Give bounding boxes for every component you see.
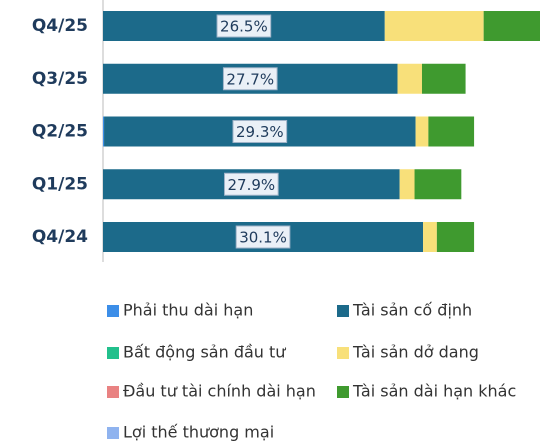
legend-label: Tài sản cố định bbox=[352, 301, 472, 320]
data-label-box bbox=[223, 172, 279, 196]
category-label: Q1/25 bbox=[32, 174, 88, 194]
legend-swatch bbox=[107, 386, 119, 398]
bar-segment bbox=[421, 63, 466, 94]
legend-swatch bbox=[337, 386, 349, 398]
legend-swatch bbox=[107, 305, 119, 317]
bar-segment bbox=[436, 222, 475, 252]
legend-label: Bất động sản đầu tư bbox=[123, 343, 286, 362]
legend-label: Phải thu dài hạn bbox=[123, 301, 253, 320]
bar-segment bbox=[103, 116, 105, 147]
data-label-box bbox=[216, 14, 272, 38]
data-label-box bbox=[232, 120, 288, 143]
legend-swatch bbox=[337, 347, 349, 359]
data-label: 26.5% bbox=[220, 18, 268, 36]
data-label: 29.3% bbox=[236, 123, 284, 141]
legend-label: Tài sản dở dang bbox=[352, 343, 479, 362]
legend-label: Tài sản dài hạn khác bbox=[352, 382, 516, 401]
legend-swatch bbox=[107, 427, 119, 439]
category-label: Q4/24 bbox=[32, 227, 88, 247]
bar-segment bbox=[397, 63, 422, 94]
category-label: Q3/25 bbox=[32, 69, 88, 89]
bar-segment bbox=[415, 116, 429, 147]
legend-swatch bbox=[107, 347, 119, 359]
data-label-box bbox=[222, 67, 278, 91]
bar-segment bbox=[384, 11, 484, 41]
data-label-box bbox=[235, 225, 291, 249]
data-label: 30.1% bbox=[239, 229, 287, 247]
data-label: 27.9% bbox=[227, 176, 275, 194]
bar-segment bbox=[423, 222, 437, 252]
bar-segment bbox=[399, 169, 415, 200]
bar-segment bbox=[428, 116, 475, 147]
data-label: 27.7% bbox=[226, 70, 274, 88]
legend-label: Lợi thế thương mại bbox=[123, 423, 274, 442]
legend-swatch bbox=[337, 305, 349, 317]
bar-segment bbox=[483, 11, 540, 41]
legend-label: Đầu tư tài chính dài hạn bbox=[123, 382, 316, 401]
category-label: Q4/25 bbox=[32, 16, 88, 36]
category-label: Q2/25 bbox=[32, 122, 88, 142]
bar-segment bbox=[414, 169, 462, 200]
